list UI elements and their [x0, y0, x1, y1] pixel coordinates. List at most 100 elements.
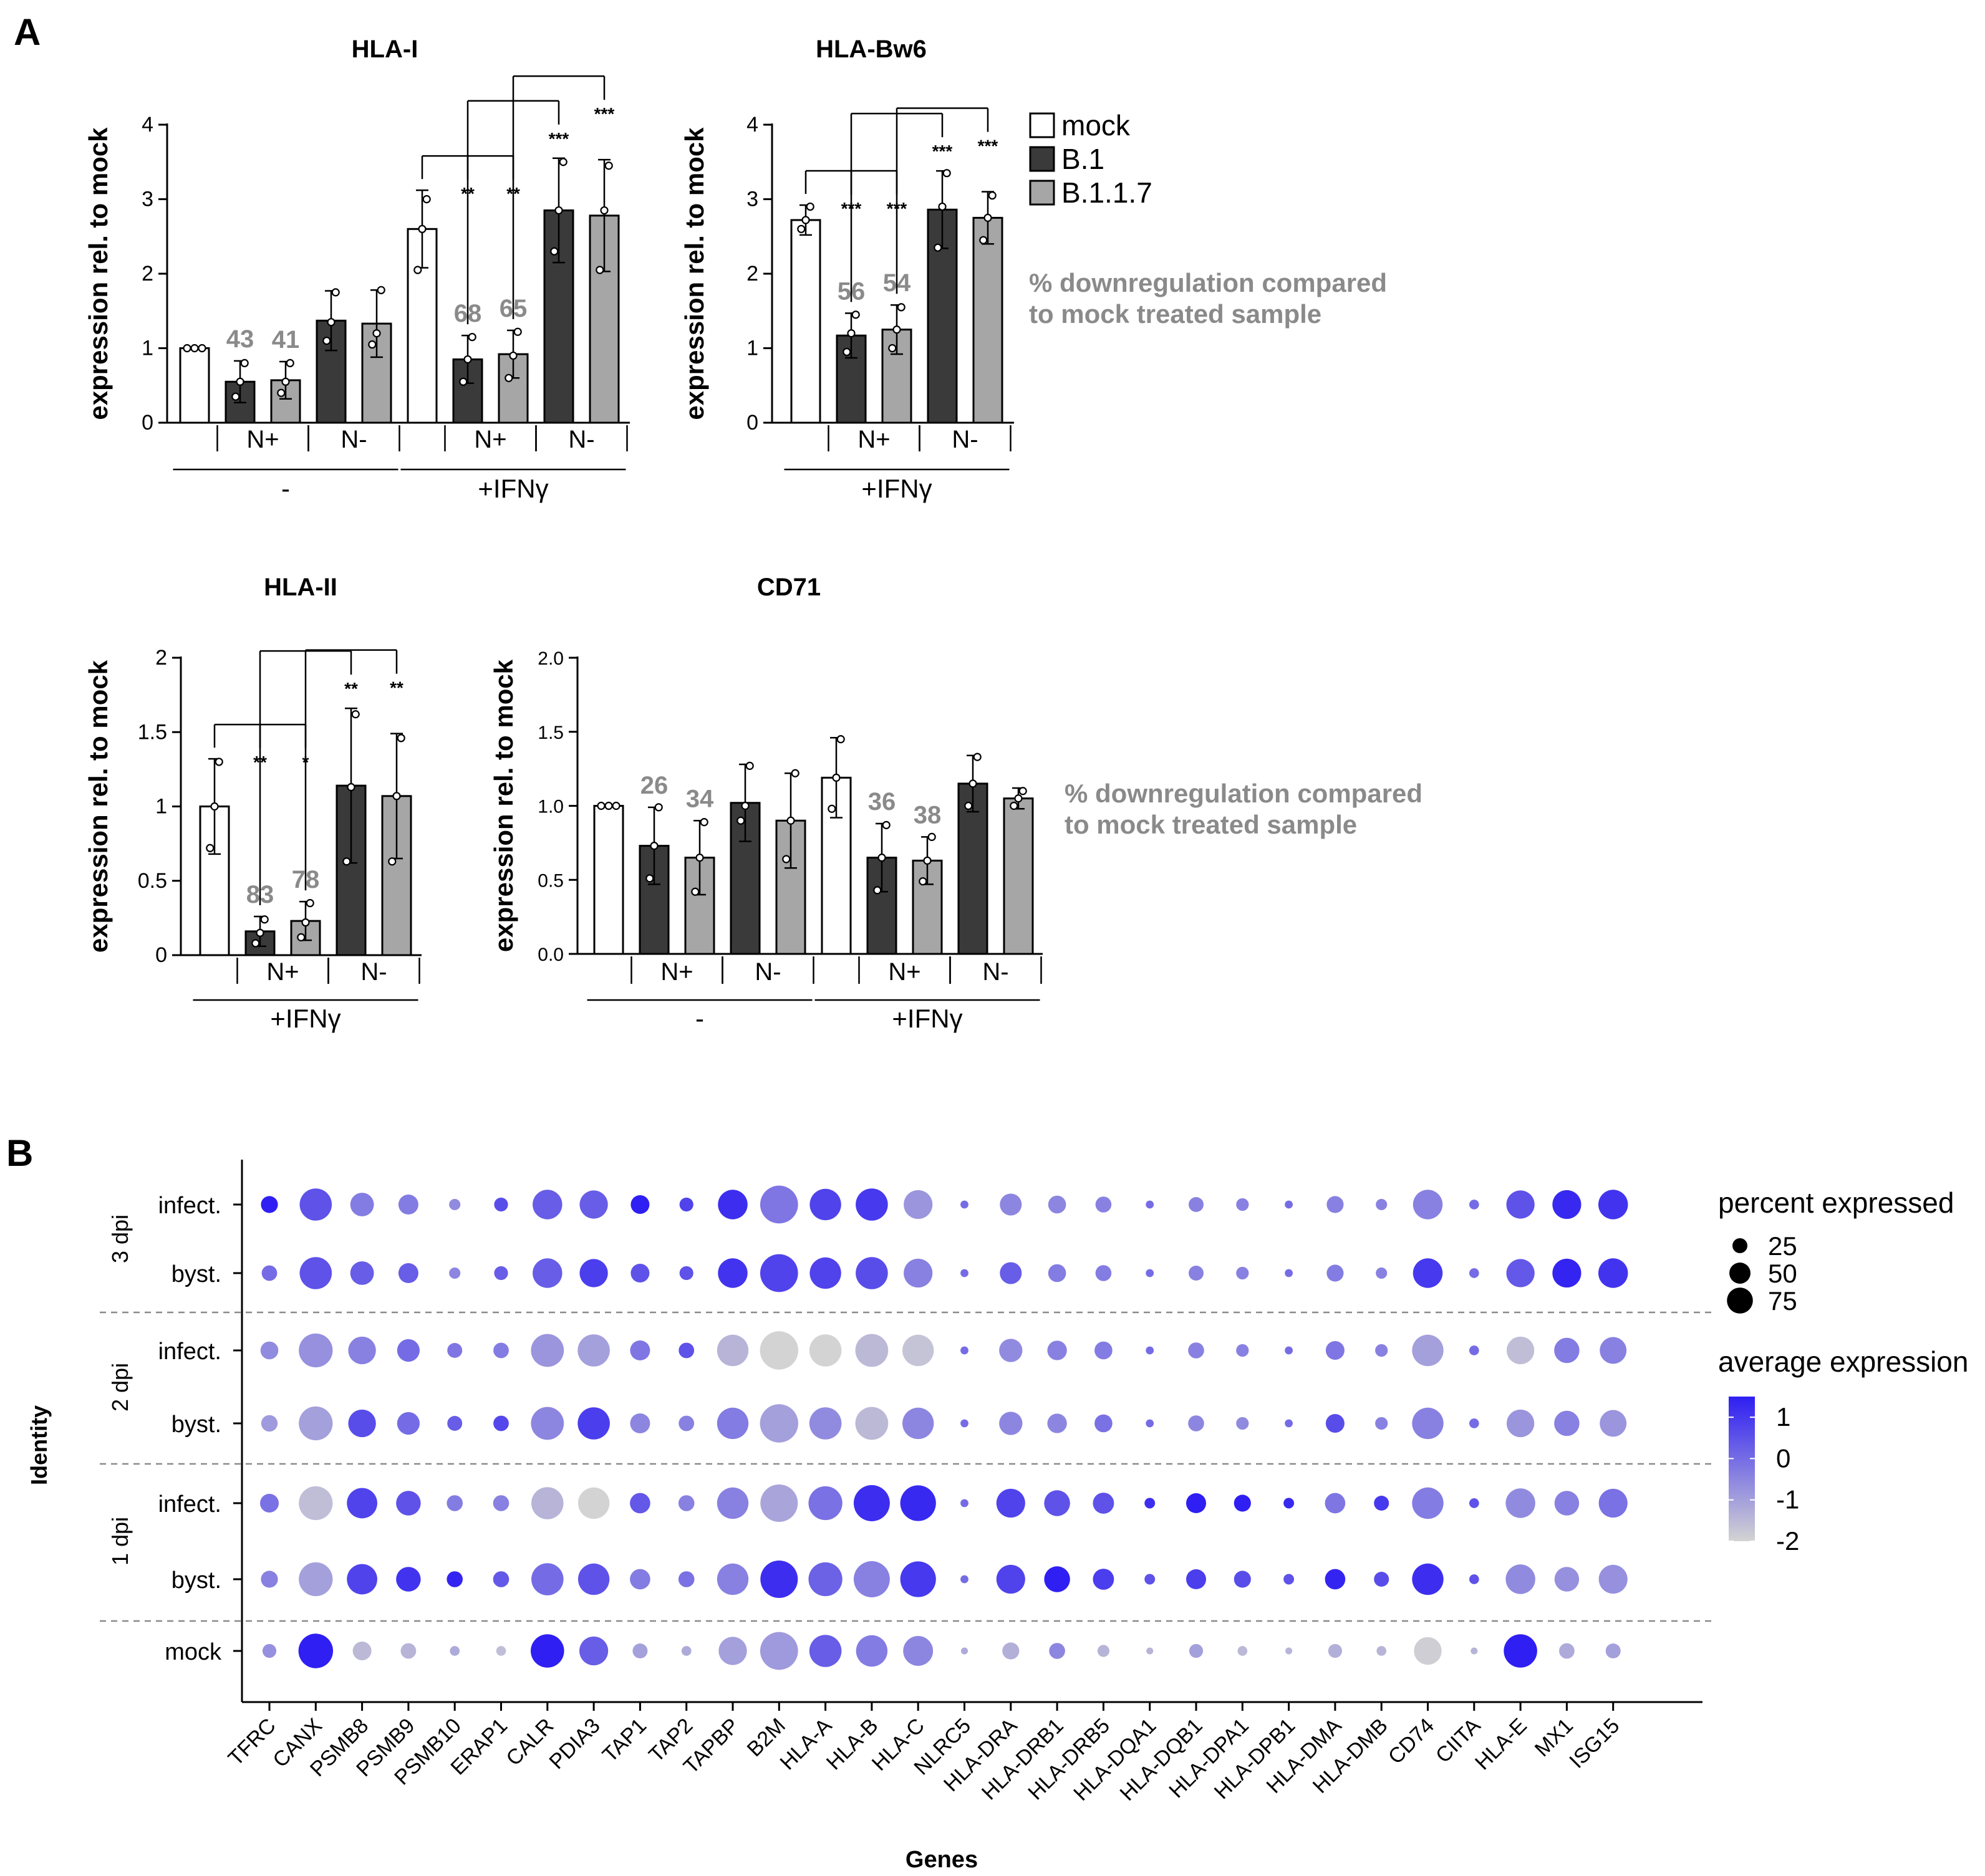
subgroup-label: N+	[246, 426, 279, 453]
gene-label: TAP1	[598, 1714, 651, 1767]
expression-dot	[261, 1196, 278, 1213]
data-point	[600, 206, 609, 215]
x-axis-title: Genes	[906, 1847, 978, 1873]
expression-dot	[1144, 1498, 1156, 1509]
expression-dot	[1048, 1195, 1066, 1214]
color-legend-label: -2	[1776, 1526, 1799, 1556]
expression-dot	[1412, 1334, 1444, 1367]
data-point	[392, 792, 401, 801]
expression-dot	[299, 1486, 333, 1521]
expression-dot	[960, 1647, 968, 1655]
expression-dot	[493, 1495, 510, 1511]
expression-dot	[1186, 1569, 1206, 1589]
expression-dot	[577, 1487, 610, 1519]
gene-label: HLA-E	[1471, 1714, 1532, 1775]
data-point	[351, 710, 360, 719]
subgroup-label: N+	[660, 958, 693, 986]
data-point	[877, 854, 886, 862]
data-point	[231, 392, 240, 401]
data-point	[286, 358, 294, 368]
subgroup-label: N-	[982, 958, 1008, 986]
expression-dot	[350, 1261, 374, 1285]
expression-dot	[760, 1632, 798, 1670]
expression-dot	[630, 1569, 650, 1590]
data-point	[190, 344, 199, 353]
expression-dot	[679, 1415, 695, 1431]
y-tick-label: 2	[142, 262, 153, 286]
subgroup-label: N+	[474, 426, 506, 453]
data-point	[873, 886, 882, 895]
bar	[179, 347, 210, 424]
downregulation-note-line: % downregulation compared	[1065, 779, 1422, 808]
expression-dot	[902, 1334, 934, 1367]
expression-dot	[1189, 1197, 1204, 1212]
expression-dot	[1047, 1340, 1067, 1360]
bar	[593, 805, 624, 955]
gene-label: ISG15	[1565, 1714, 1624, 1773]
row-label: infect.	[158, 1339, 221, 1365]
expression-dot	[718, 1637, 747, 1665]
data-point	[377, 286, 385, 294]
expression-dot	[450, 1646, 460, 1656]
data-point	[791, 769, 799, 777]
expression-dot	[352, 1641, 372, 1661]
y-tick-label: 0.0	[538, 945, 564, 965]
data-point	[968, 779, 977, 788]
expression-dot	[855, 1407, 889, 1440]
size-legend-title: percent expressed	[1718, 1186, 1954, 1219]
row-label: byst.	[171, 1567, 221, 1594]
downregulation-percent: 41	[272, 326, 300, 354]
data-point	[236, 377, 244, 386]
expression-dot	[1237, 1646, 1248, 1656]
group-label: -	[695, 1004, 704, 1033]
expression-dot	[681, 1646, 692, 1656]
expression-dot	[630, 1413, 650, 1433]
expression-dot	[678, 1571, 695, 1587]
data-point	[828, 804, 836, 813]
expression-dot	[396, 1491, 421, 1516]
color-legend-label: -1	[1776, 1485, 1799, 1514]
expression-dot	[1095, 1196, 1112, 1213]
expression-dot	[397, 1412, 420, 1435]
downregulation-percent: 26	[640, 772, 669, 799]
y-tick-label: 1	[746, 337, 758, 360]
y-tick-label: 2.0	[538, 648, 564, 669]
gene-label: CD74	[1384, 1714, 1439, 1769]
expression-dot	[1000, 1193, 1022, 1216]
data-point	[327, 318, 336, 327]
data-point	[183, 344, 191, 353]
expression-dot	[630, 1263, 650, 1283]
expression-dot	[1559, 1643, 1575, 1659]
expression-dot	[1186, 1493, 1206, 1513]
expression-dot	[1188, 1342, 1204, 1359]
expression-dot	[1236, 1198, 1249, 1211]
expression-dot	[1506, 1409, 1535, 1438]
chart-title: HLA-II	[264, 574, 337, 601]
y-tick-label: 1.0	[538, 797, 564, 817]
expression-dot	[1412, 1563, 1444, 1595]
legend-label: B.1.1.7	[1061, 176, 1152, 209]
bar	[790, 219, 821, 424]
data-point	[938, 202, 947, 211]
data-point	[397, 734, 405, 743]
y-axis-label: expression rel. to mock	[680, 127, 709, 420]
expression-dot	[1375, 1417, 1388, 1430]
expression-dot	[1097, 1645, 1109, 1657]
row-label: infect.	[158, 1491, 221, 1518]
expression-dot	[904, 1190, 933, 1219]
expression-dot	[1326, 1196, 1344, 1213]
subgroup-label: N+	[857, 426, 890, 453]
expression-dot	[579, 1636, 609, 1666]
expression-dot	[348, 1409, 376, 1438]
y-axis-label: expression rel. to mock	[489, 659, 518, 952]
expression-dot	[1146, 1419, 1154, 1428]
expression-dot	[1049, 1643, 1065, 1659]
expression-dot	[1044, 1490, 1070, 1516]
data-point	[463, 355, 472, 364]
expression-dot	[577, 1334, 610, 1367]
expression-dot	[1095, 1265, 1112, 1281]
expression-dot	[718, 1258, 748, 1288]
significance-stars: ***	[932, 142, 953, 161]
color-legend-label: 0	[1776, 1443, 1790, 1473]
